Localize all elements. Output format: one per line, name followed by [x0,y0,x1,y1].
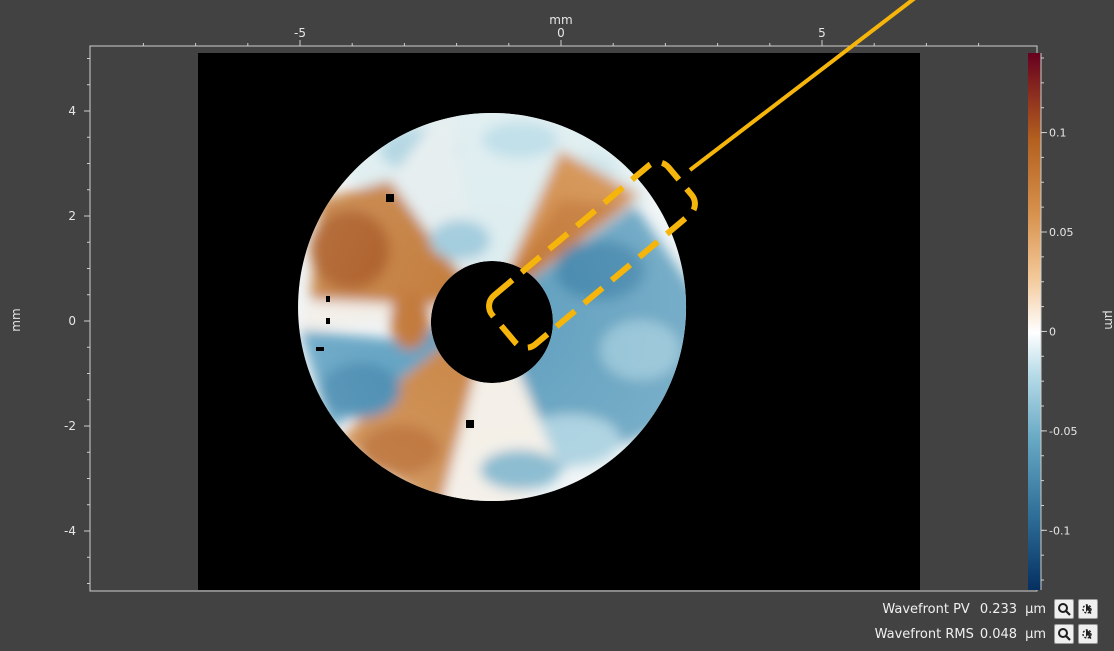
colorbar-tick-label: 0.05 [1049,226,1074,239]
pointer-select-icon[interactable] [1078,624,1098,644]
colorbar-tick-label: -0.05 [1049,425,1077,438]
dead-pixel [386,194,394,202]
colorbar-tick-label: -0.1 [1049,524,1070,537]
wavefront-pv-unit: µm [1025,601,1046,617]
wavefront-pv-row: Wavefront PV 0.233 µm [882,597,1098,621]
dead-pixel [326,318,330,324]
y-tick-label: -4 [64,524,76,538]
wavefront-rms-row: Wavefront RMS 0.048 µm [875,622,1098,646]
dead-pixel [326,296,330,302]
x-tick-label: -5 [294,26,306,40]
x-axis-label: mm [549,13,572,27]
y-tick-label: 2 [68,209,76,223]
wavefront-pv-label: Wavefront PV [882,601,970,617]
annotation-highlight[interactable] [483,0,916,353]
colorbar [1028,53,1041,590]
y-tick-label: 4 [68,104,76,118]
pointer-select-icon[interactable] [1078,599,1098,619]
wavefront-pv-value: 0.233 [979,601,1018,617]
x-tick-label: 5 [818,26,826,40]
colorbar-tick-label: 0 [1049,325,1056,338]
y-axis: -4 -2 0 2 4 [64,58,90,584]
y-tick-label: 0 [68,314,76,328]
x-axis: -5 0 5 [142,26,980,46]
dead-pixel [316,347,324,351]
x-tick-label: 0 [557,26,565,40]
colorbar-axis: -0.1 -0.05 0 0.05 0.1 [1040,53,1077,590]
wavefront-map [298,113,687,501]
wavefront-rms-label: Wavefront RMS [874,626,974,642]
wavefront-rms-unit: µm [1025,626,1046,642]
colorbar-label: µm [1102,310,1114,329]
y-axis-label: mm [9,308,23,331]
zoom-icon[interactable] [1054,599,1074,619]
wavefront-rms-value: 0.048 [979,626,1018,642]
y-tick-label: -2 [64,419,76,433]
annotation-arrow [688,0,916,172]
zoom-icon[interactable] [1054,624,1074,644]
wavefront-plot[interactable]: -5 0 5 -4 -2 0 2 4 mm mm -0.1 -0.05 0 0.05 0.1 µm [0,0,1114,600]
dead-pixel [466,420,474,428]
colorbar-tick-label: 0.1 [1049,127,1067,140]
